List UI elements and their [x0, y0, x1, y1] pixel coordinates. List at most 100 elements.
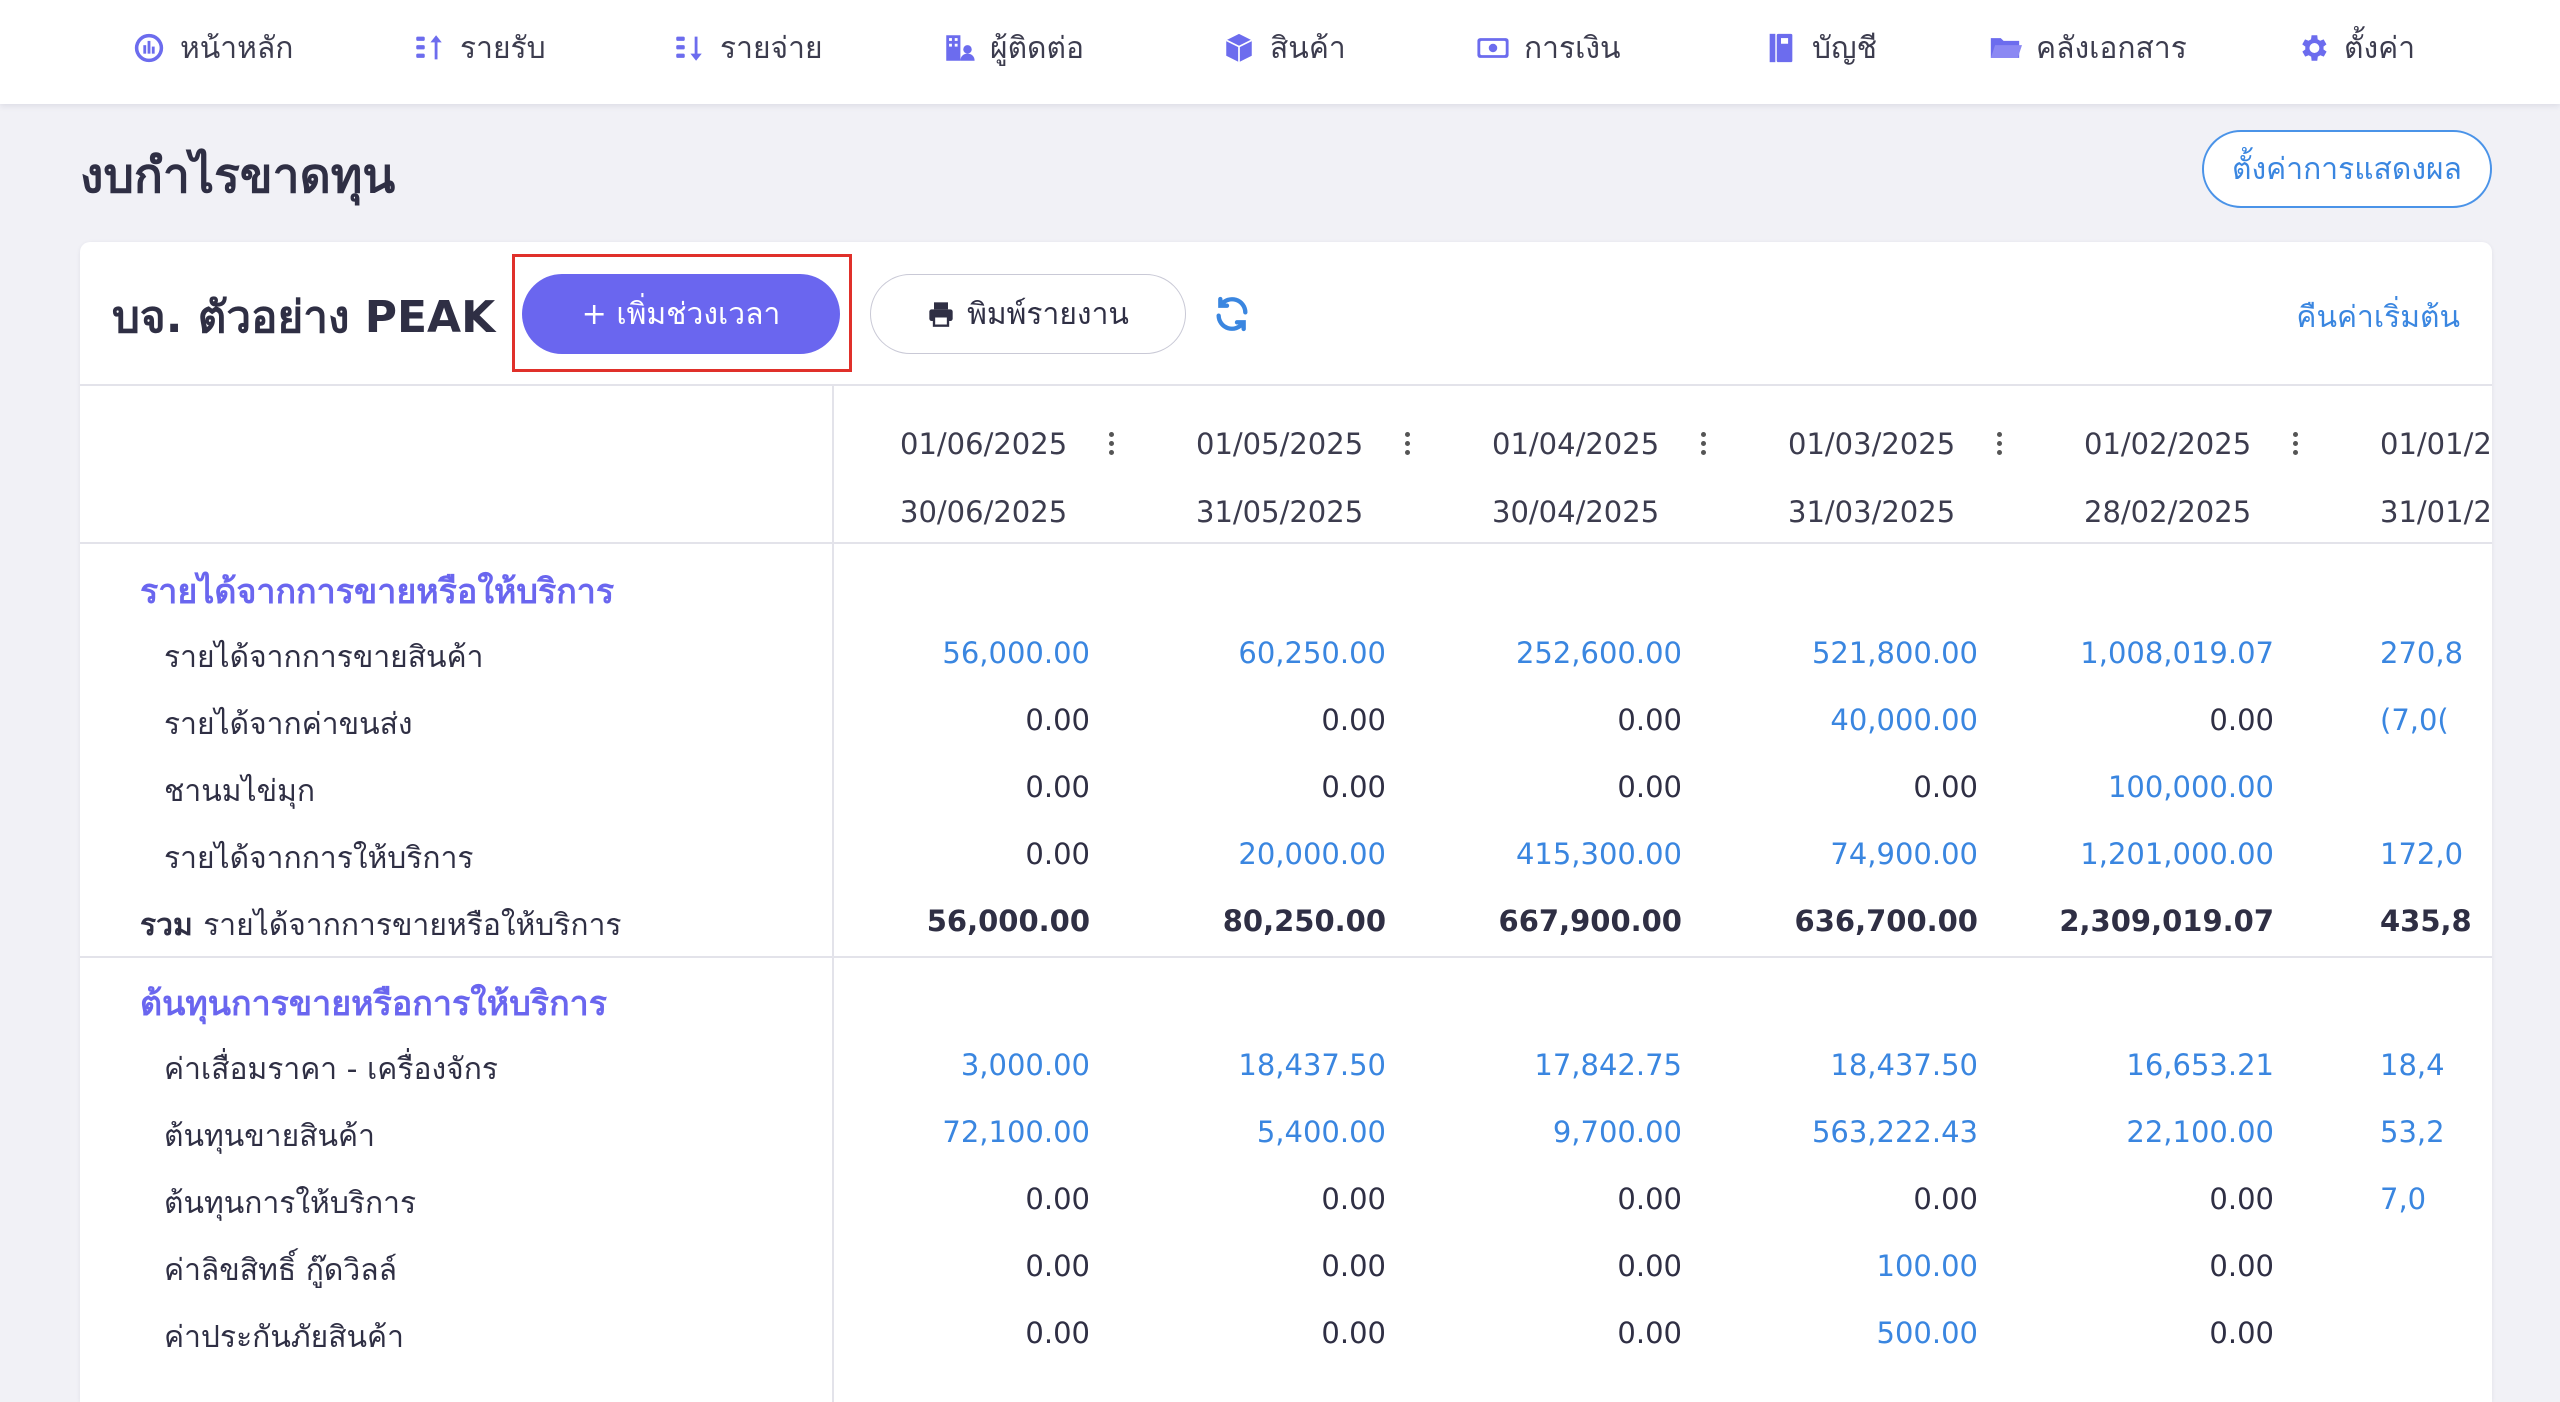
amount-cell[interactable]: 270,8: [2380, 636, 2464, 670]
amount-cell: 0.00: [2209, 1182, 2274, 1216]
amount-cell: 0.00: [1321, 703, 1386, 737]
total-cell: 435,8: [2380, 904, 2472, 938]
total-cell: 56,000.00: [926, 904, 1090, 938]
amount-cell[interactable]: 20,000.00: [1238, 837, 1386, 871]
nav-item-finance[interactable]: การเงิน: [1476, 0, 1621, 96]
amount-cell[interactable]: 22,100.00: [2126, 1115, 2274, 1149]
nav-item-documents[interactable]: คลังเอกสาร: [1988, 0, 2187, 96]
account-label: ค่าลิขสิทธิ์ กู๊ดวิลล์: [164, 1253, 397, 1288]
nav-label: รายจ่าย: [720, 30, 823, 66]
section-title: รายได้จากการขายหรือให้บริการ: [140, 572, 615, 612]
section-total-label: รวม รายได้จากการขายหรือให้บริการ: [140, 902, 622, 949]
amount-cell: 0.00: [1025, 1316, 1090, 1350]
amount-cell[interactable]: 18,4: [2380, 1048, 2445, 1082]
amount-cell: 0.00: [1025, 703, 1090, 737]
period-end-date: 31/05/2025: [1196, 495, 1364, 529]
amount-cell[interactable]: 72,100.00: [942, 1115, 1090, 1149]
income-icon: [416, 35, 442, 60]
amount-cell[interactable]: 7,0: [2380, 1182, 2427, 1216]
column-menu-icon[interactable]: [1698, 432, 1708, 462]
nav-label: ผู้ติดต่อ: [990, 30, 1085, 66]
column-menu-icon[interactable]: [2290, 432, 2300, 462]
total-cell: 667,900.00: [1498, 904, 1682, 938]
account-label: ต้นทุนการให้บริการ: [164, 1186, 417, 1221]
contacts-icon: [946, 35, 975, 61]
amount-cell: 0.00: [2209, 1316, 2274, 1350]
amount-cell[interactable]: 521,800.00: [1811, 636, 1978, 670]
amount-cell[interactable]: 415,300.00: [1515, 837, 1682, 871]
amount-cell[interactable]: 252,600.00: [1515, 636, 1682, 670]
amount-cell[interactable]: 74,900.00: [1830, 837, 1978, 871]
amount-cell: 0.00: [1617, 703, 1682, 737]
period-start-date: 01/03/2025: [1788, 427, 1956, 461]
nav-item-home[interactable]: หน้าหลัก: [132, 0, 293, 96]
amount-cell[interactable]: 1,008,019.07: [2080, 636, 2274, 670]
nav-item-settings[interactable]: ตั้งค่า: [2296, 0, 2415, 96]
highlight-box: [512, 254, 852, 372]
nav-item-expense[interactable]: รายจ่าย: [672, 0, 823, 96]
printer-icon: [929, 302, 953, 327]
amount-cell[interactable]: 18,437.50: [1238, 1048, 1386, 1082]
amount-cell[interactable]: 5,400.00: [1256, 1115, 1386, 1149]
amount-cell[interactable]: 60,250.00: [1238, 636, 1386, 670]
amount-cell[interactable]: 40,000.00: [1830, 703, 1978, 737]
account-label: รายได้จากค่าขนส่ง: [164, 707, 413, 742]
nav-item-contacts[interactable]: ผู้ติดต่อ: [942, 0, 1084, 96]
amount-cell: 0.00: [2209, 703, 2274, 737]
amount-cell[interactable]: 1,201,000.00: [2080, 837, 2274, 871]
nav-label: ตั้งค่า: [2344, 30, 2416, 66]
expense-icon: [676, 36, 702, 61]
amount-cell: 0.00: [1025, 1182, 1090, 1216]
print-report-button[interactable]: พิมพ์รายงาน: [870, 274, 1186, 354]
nav-label: คลังเอกสาร: [2036, 30, 2187, 66]
amount-cell: 0.00: [1321, 1182, 1386, 1216]
account-label: ค่าประกันภัยสินค้า: [164, 1320, 404, 1355]
section-title: ต้นทุนการขายหรือการให้บริการ: [140, 984, 608, 1024]
report-card: บจ. ตัวอย่าง PEAK + เพิ่มช่วงเวลา พิมพ์ร…: [80, 242, 2492, 1402]
amount-cell[interactable]: 563,222.43: [1811, 1115, 1978, 1149]
reset-defaults-link[interactable]: คืนค่าเริ่มต้น: [2296, 300, 2460, 335]
section-divider: [80, 956, 2492, 958]
account-label: ค่าเสื่อมราคา - เครื่องจักร: [164, 1052, 498, 1087]
top-navigation: หน้าหลัก รายรับ รายจ่าย ผู้ติดต่อ สินค้า…: [0, 0, 2560, 104]
amount-cell: 0.00: [1617, 1316, 1682, 1350]
amount-cell[interactable]: 172,0: [2380, 837, 2464, 871]
period-column-header: 01/02/2025 28/02/2025: [2084, 410, 2374, 546]
amount-cell: 0.00: [1321, 1249, 1386, 1283]
amount-cell[interactable]: 500.00: [1876, 1316, 1978, 1350]
period-start-date: 01/04/2025: [1492, 427, 1660, 461]
amount-cell[interactable]: 53,2: [2380, 1115, 2445, 1149]
amount-cell[interactable]: (7,0(: [2380, 703, 2449, 737]
period-start-date: 01/06/2025: [900, 427, 1068, 461]
box-icon: [1225, 33, 1253, 63]
period-end-date: 30/04/2025: [1492, 495, 1660, 529]
nav-item-products[interactable]: สินค้า: [1222, 0, 1346, 96]
display-settings-button[interactable]: ตั้งค่าการแสดงผล: [2202, 130, 2492, 208]
period-column-header: 01/04/2025 30/04/2025: [1492, 410, 1782, 546]
column-menu-icon[interactable]: [1994, 432, 2004, 462]
amount-cell: 0.00: [1617, 770, 1682, 804]
account-label: รายได้จากการขายสินค้า: [164, 640, 484, 675]
amount-cell[interactable]: 56,000.00: [942, 636, 1090, 670]
period-column-header: 01/06/2025 30/06/2025: [900, 410, 1190, 546]
amount-cell[interactable]: 18,437.50: [1830, 1048, 1978, 1082]
amount-cell[interactable]: 3,000.00: [960, 1048, 1090, 1082]
company-name: บจ. ตัวอย่าง PEAK: [112, 292, 496, 343]
nav-item-accounting[interactable]: บัญชี: [1764, 0, 1877, 96]
ledger-icon: [1769, 33, 1793, 63]
account-label: ต้นทุนขายสินค้า: [164, 1119, 375, 1154]
period-end-date: 31/03/2025: [1788, 495, 1956, 529]
amount-cell[interactable]: 9,700.00: [1552, 1115, 1682, 1149]
column-menu-icon[interactable]: [1402, 432, 1412, 462]
nav-label: การเงิน: [1524, 30, 1621, 66]
add-period-button[interactable]: + เพิ่มช่วงเวลา: [522, 274, 840, 354]
header-divider: [80, 384, 2492, 386]
amount-cell[interactable]: 17,842.75: [1534, 1048, 1682, 1082]
refresh-icon[interactable]: [1212, 294, 1252, 334]
amount-cell[interactable]: 100.00: [1876, 1249, 1978, 1283]
amount-cell[interactable]: 16,653.21: [2126, 1048, 2274, 1082]
column-menu-icon[interactable]: [1106, 432, 1116, 462]
amount-cell: 0.00: [1321, 1316, 1386, 1350]
amount-cell[interactable]: 100,000.00: [2107, 770, 2274, 804]
nav-item-income[interactable]: รายรับ: [412, 0, 546, 96]
